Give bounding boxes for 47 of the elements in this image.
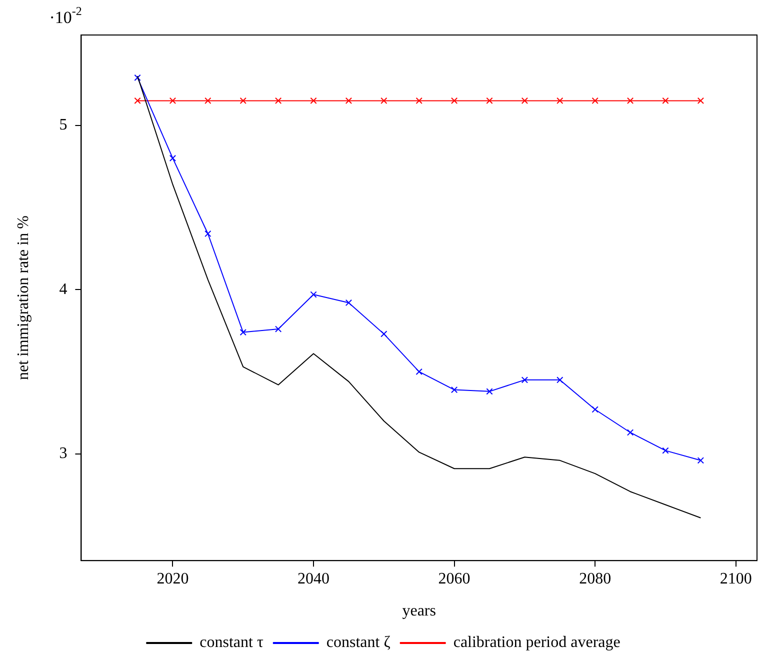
point	[521, 376, 528, 384]
point	[204, 97, 212, 104]
x-axis-title: years	[402, 602, 436, 620]
point	[345, 97, 352, 104]
point	[240, 328, 246, 336]
y-tick-label: 3	[59, 445, 68, 462]
point	[204, 230, 212, 238]
point	[556, 376, 564, 384]
point	[486, 388, 493, 395]
point	[662, 97, 669, 104]
point	[416, 368, 422, 376]
x-tick-label: 2020	[156, 570, 189, 588]
point	[450, 97, 458, 104]
point	[697, 457, 704, 464]
point	[521, 97, 528, 104]
legend-label: calibration period average	[453, 634, 620, 652]
point	[380, 97, 388, 104]
x-tick-label: 2040	[298, 570, 330, 588]
point	[626, 429, 634, 436]
point	[486, 97, 493, 104]
point	[310, 97, 317, 104]
point	[592, 406, 598, 413]
point	[662, 447, 669, 454]
point	[134, 97, 141, 104]
y-tick-label: 4	[59, 280, 68, 298]
point	[556, 97, 564, 104]
point	[274, 97, 282, 104]
point	[169, 97, 176, 104]
point	[310, 291, 317, 298]
legend-label: constant τ	[200, 634, 264, 652]
point	[697, 97, 704, 104]
point	[626, 97, 634, 104]
y-tick-label: 5	[59, 116, 68, 134]
point	[380, 330, 388, 338]
legend-label: constant ζ	[326, 634, 391, 652]
x-tick-label: 2080	[579, 570, 612, 588]
x-tick-label: 2100	[720, 570, 752, 588]
point	[240, 97, 246, 104]
point	[592, 97, 598, 104]
point	[416, 97, 422, 104]
y-axis-title: net immigration rate in %	[14, 216, 32, 380]
point	[169, 154, 176, 162]
point	[450, 386, 458, 394]
x-tick-label: 2060	[438, 570, 470, 588]
point	[345, 299, 352, 306]
point	[134, 74, 141, 82]
point	[274, 326, 282, 332]
